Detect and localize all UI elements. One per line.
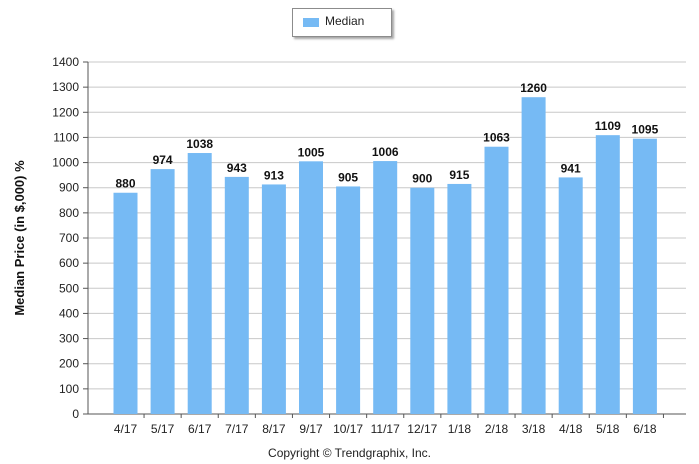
copyright-text: Copyright © Trendgraphix, Inc. [268,446,431,460]
y-tick-label: 1400 [52,55,79,69]
bar [299,161,323,414]
legend-swatch-median [303,18,319,27]
bar [224,176,249,414]
data-label: 1109 [595,119,621,133]
y-tick-label: 700 [59,231,79,245]
y-tick-label: 300 [59,332,79,346]
y-axis-title: Median Price (in $,000) % [12,160,27,316]
x-tick-label: 6/17 [188,422,212,436]
y-tick-label: 500 [59,281,79,295]
x-tick-label: 4/18 [559,422,583,436]
data-label: 1063 [483,131,510,145]
bar [187,153,212,414]
y-tick-label: 600 [59,256,79,270]
y-tick-label: 200 [59,357,79,371]
data-label: 943 [227,161,247,175]
bar [150,169,175,414]
y-tick-label: 900 [59,181,79,195]
bar [261,184,286,414]
y-tick-label: 400 [59,306,79,320]
data-label: 880 [115,177,135,191]
bar [447,183,472,414]
y-tick-label: 0 [72,407,79,421]
x-tick-label: 5/18 [596,422,620,436]
data-label: 1260 [520,81,547,95]
x-tick-label: 9/17 [299,422,323,436]
data-label: 1006 [372,145,399,159]
x-tick-label: 12/17 [407,422,437,436]
x-tick-label: 4/17 [114,422,138,436]
x-tick-label: 11/17 [371,422,400,436]
data-label: 915 [449,168,469,182]
y-tick-label: 800 [59,206,79,220]
y-tick-label: 1300 [52,80,79,94]
x-tick-label: 1/18 [448,422,472,436]
x-tick-label: 6/18 [633,422,657,436]
x-tick-label: 3/18 [522,422,546,436]
y-tick-label: 100 [59,382,79,396]
data-label: 974 [153,153,173,167]
bar [558,177,583,414]
data-label: 913 [264,168,284,182]
x-tick-label: 5/17 [151,422,175,436]
legend: Median [292,8,392,37]
x-tick-label: 8/17 [262,422,286,436]
data-label: 905 [338,170,358,184]
x-tick-label: 2/18 [485,422,509,436]
bar [373,161,398,414]
bar [336,186,361,414]
bar [113,192,138,414]
bar [521,97,546,414]
legend-label-median: Median [325,14,365,28]
bar [410,187,435,414]
x-tick-label: 7/17 [225,422,249,436]
data-label: 1005 [298,145,325,159]
x-tick-label: 10/17 [333,422,363,436]
data-label: 1095 [632,123,659,137]
bar [595,135,620,414]
data-label: 1038 [186,137,213,151]
data-label: 941 [561,161,581,175]
data-label: 900 [412,172,432,186]
y-tick-label: 1200 [52,105,79,119]
bar [632,138,657,414]
bar [484,146,509,414]
y-tick-label: 1100 [53,130,79,144]
y-tick-label: 1000 [52,156,79,170]
